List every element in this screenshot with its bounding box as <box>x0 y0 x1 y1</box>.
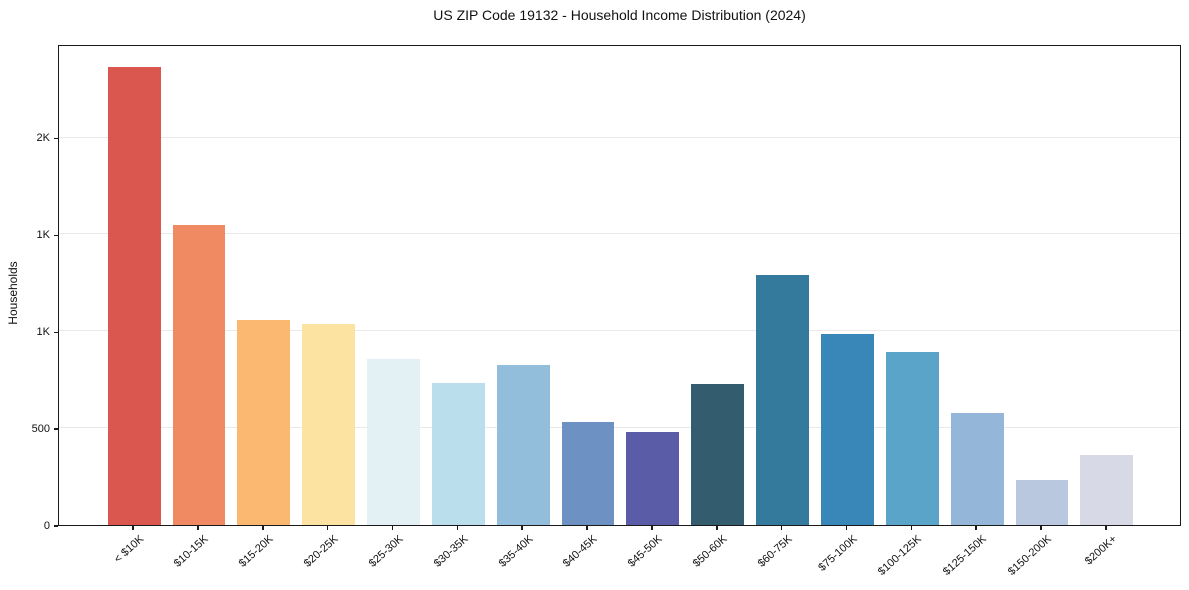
gridline-y-500 <box>59 427 1180 429</box>
bar-$20-25K <box>302 323 356 525</box>
bar-$60-75K <box>756 275 809 525</box>
y-tick-mark-1000 <box>54 331 58 334</box>
bar-< $10K <box>107 66 161 525</box>
x-tick-mark-$100-125K <box>910 526 913 530</box>
x-tick-mark-$75-100K <box>845 526 848 530</box>
bar-$25-30K <box>367 359 420 525</box>
x-tick-mark-$40-45K <box>586 526 588 530</box>
x-tick-mark-$200K+ <box>1105 526 1107 530</box>
x-tick-label-text: $200K+ <box>1082 533 1119 568</box>
y-axis-label: Households <box>6 261 20 325</box>
y-tick-label-0: 0 <box>43 519 50 532</box>
y-tick-label-2000: 2K <box>36 132 50 145</box>
gridline-y-1500 <box>59 233 1180 235</box>
x-tick-mark-$125-150K <box>975 526 977 530</box>
y-tick-mark-2000 <box>54 137 58 140</box>
bar-$125-150K <box>950 412 1004 525</box>
bar-$10-15K <box>172 224 226 525</box>
bar-$15-20K <box>237 319 291 525</box>
x-tick-mark-$45-50K <box>651 526 653 530</box>
x-tick-mark-$10-15K <box>197 526 199 530</box>
gridline-y-1000 <box>59 330 1180 332</box>
x-tick-mark-$150-200K <box>1040 526 1042 530</box>
bar-$100-125K <box>885 351 939 525</box>
x-tick-mark-$15-20K <box>262 526 264 530</box>
y-tick-mark-1500 <box>54 234 58 237</box>
bar-$40-45K <box>561 422 615 525</box>
x-tick-mark-$25-30K <box>391 526 394 530</box>
x-tick-label-$200K+: $200K+ <box>1001 533 1118 568</box>
x-tick-mark-$50-60K <box>716 526 718 530</box>
bar-$30-35K <box>431 382 485 525</box>
y-tick-label-1500: 1K <box>36 228 50 241</box>
x-tick-mark-$35-40K <box>521 526 523 530</box>
y-tick-label-1000: 1K <box>36 325 50 338</box>
y-tick-mark-0 <box>54 525 58 527</box>
y-tick-mark-500 <box>54 428 58 430</box>
x-tick-mark-< $10K <box>132 526 134 530</box>
x-tick-mark-$60-75K <box>780 526 783 530</box>
y-tick-label-500: 500 <box>31 422 50 435</box>
bar-$75-100K <box>821 334 874 525</box>
gridline-y-2000 <box>59 136 1180 138</box>
bar-$45-50K <box>626 432 680 525</box>
plot-area <box>58 45 1181 526</box>
bar-$50-60K <box>691 383 745 525</box>
bar-$35-40K <box>496 365 550 525</box>
x-tick-mark-$20-25K <box>326 526 329 530</box>
bar-$200K+ <box>1080 455 1134 525</box>
bar-$150-200K <box>1015 480 1069 525</box>
x-tick-mark-$30-35K <box>456 526 459 530</box>
chart-title: US ZIP Code 19132 - Household Income Dis… <box>433 7 806 23</box>
